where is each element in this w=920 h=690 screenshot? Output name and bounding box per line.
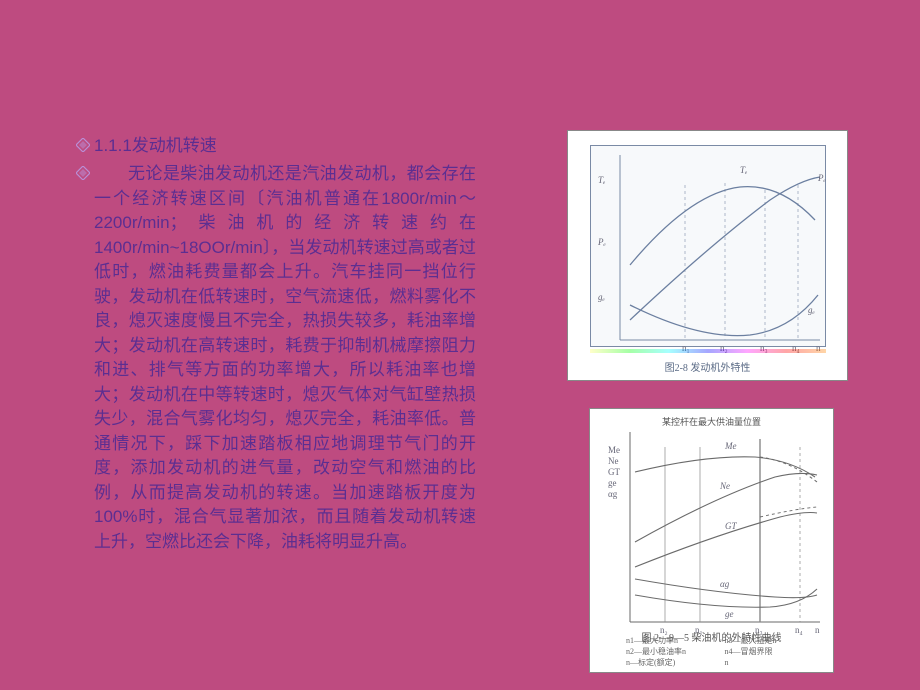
svg-text:gₑ: gₑ	[808, 305, 816, 315]
heading-row: 1.1.1发动机转速	[76, 134, 476, 158]
figure-engine-characteristic: Tₑ Pₑ gₑ Tₑ Pₑ gₑ n₁ n₂ n₃ n₄ n 图2-8 发动机…	[567, 130, 848, 381]
svg-text:Tₑ: Tₑ	[740, 165, 748, 175]
legend-item: n3—最大扭矩n	[725, 635, 824, 646]
rainbow-strip	[590, 349, 826, 353]
svg-text:αg: αg	[720, 579, 730, 589]
figure-diesel-characteristic: 某控杆在最大供油量位置 Me Ne GT	[589, 408, 834, 673]
svg-text:Ne: Ne	[608, 456, 619, 466]
svg-text:gₑ: gₑ	[598, 292, 606, 302]
slide: 1.1.1发动机转速 无论是柴油发动机还是汽油发动机，都会存在一个经济转速区间〔…	[0, 0, 920, 690]
svg-text:Tₑ: Tₑ	[598, 175, 606, 185]
svg-text:GT: GT	[725, 521, 737, 531]
svg-text:Ne: Ne	[719, 481, 730, 491]
section-heading: 1.1.1发动机转速	[94, 134, 217, 158]
svg-text:Pₑ: Pₑ	[597, 237, 606, 247]
legend-item: n2—最小稳油率n	[626, 646, 725, 657]
svg-text:Me: Me	[608, 445, 620, 455]
svg-text:GT: GT	[608, 467, 620, 477]
legend-item: n4—冒烟界限	[725, 646, 824, 657]
svg-text:Pₑ: Pₑ	[817, 173, 826, 183]
body-paragraph: 无论是柴油发动机还是汽油发动机，都会存在一个经济转速区间〔汽油机普通在1800r…	[94, 162, 476, 554]
diamond-bullet-icon	[76, 138, 90, 152]
legend-item: n1—最大功率n	[626, 635, 725, 646]
svg-text:ge: ge	[608, 478, 617, 488]
chart-svg: Tₑ Pₑ gₑ Tₑ Pₑ gₑ n₁ n₂ n₃ n₄ n	[568, 131, 849, 382]
legend-item: n	[725, 657, 824, 668]
figure-legend: n1—最大功率n n3—最大扭矩n n2—最小稳油率n n4—冒烟界限 n—标定…	[626, 635, 823, 668]
svg-text:ge: ge	[725, 609, 734, 619]
svg-text:αg: αg	[608, 489, 618, 499]
figure-caption: 图2-8 发动机外特性	[568, 359, 847, 374]
legend-item: n—标定(额定)	[626, 657, 725, 668]
body-row: 无论是柴油发动机还是汽油发动机，都会存在一个经济转速区间〔汽油机普通在1800r…	[76, 162, 476, 554]
text-content: 1.1.1发动机转速 无论是柴油发动机还是汽油发动机，都会存在一个经济转速区间〔…	[76, 134, 476, 558]
diamond-bullet-icon	[76, 166, 90, 180]
svg-text:Me: Me	[724, 441, 737, 451]
